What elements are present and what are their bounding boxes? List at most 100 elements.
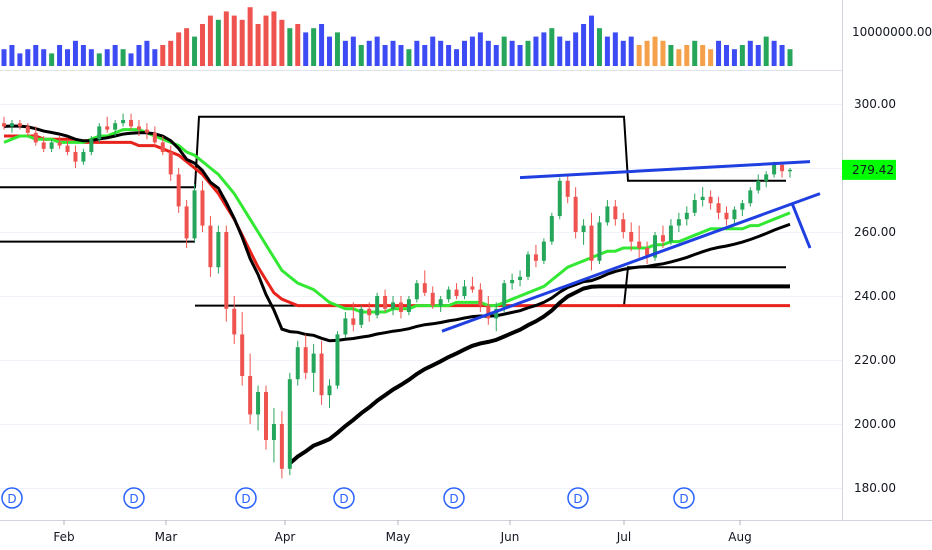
candle-body: [724, 212, 729, 220]
volume-bar: [207, 15, 213, 67]
candle-body: [613, 206, 618, 220]
volume-bar: [779, 45, 785, 66]
candle-body: [343, 318, 348, 335]
volume-bar: [199, 24, 205, 66]
candle-body: [279, 424, 284, 469]
candle-body: [533, 254, 538, 261]
candle-body: [438, 299, 443, 306]
volume-bar: [763, 36, 769, 66]
candle-body: [597, 222, 602, 261]
volume-pane: [1, 7, 793, 67]
candle-body: [740, 203, 745, 210]
ma-mid-line: [4, 134, 790, 308]
volume-bar: [358, 45, 364, 66]
candle-body: [430, 292, 435, 306]
volume-bar: [136, 45, 142, 66]
volume-bar: [604, 36, 610, 66]
price-tick-label: 200.00: [854, 417, 896, 431]
volume-bar: [692, 40, 698, 66]
candle-body: [105, 126, 110, 130]
volume-bar: [128, 53, 134, 66]
volume-axis[interactable]: 10000000.00: [852, 25, 932, 39]
candle-body: [73, 152, 78, 162]
candle-body: [406, 299, 411, 312]
dividend-marker: D: [1, 487, 23, 509]
trendline-upper: [519, 160, 811, 180]
candle-body: [732, 209, 737, 220]
ma-fast-line: [3, 128, 791, 314]
candle-body: [605, 206, 610, 223]
candle-body: [327, 385, 332, 396]
candle-body: [676, 219, 681, 226]
volume-bar: [747, 40, 753, 66]
candle-body: [113, 123, 118, 130]
volume-bar: [160, 45, 166, 66]
volume-bar: [469, 36, 475, 66]
candle-body: [41, 142, 46, 149]
candle-body: [89, 139, 94, 152]
volume-bar: [652, 36, 658, 66]
volume-tick-label: 10000000.00: [852, 25, 932, 39]
volume-bar: [612, 32, 618, 66]
candle-body: [383, 296, 388, 309]
trendline-projection: [790, 202, 812, 249]
dividend-marker-circle: [567, 487, 589, 509]
volume-bar: [287, 28, 293, 66]
volume-bar: [398, 45, 404, 66]
candle-body: [129, 120, 134, 127]
volume-bar: [382, 45, 388, 66]
volume-bar: [184, 28, 190, 66]
volume-bar: [461, 40, 467, 66]
candle-body: [168, 152, 173, 175]
volume-bar: [668, 45, 674, 66]
volume-bar: [549, 28, 555, 66]
volume-bar: [192, 36, 198, 66]
candle-body: [660, 235, 665, 242]
candle-body: [287, 379, 292, 469]
volume-bar: [33, 45, 39, 66]
price-tick-label: 220.00: [854, 353, 896, 367]
volume-bar: [628, 36, 634, 66]
candle-body: [502, 283, 507, 309]
volume-bar: [660, 40, 666, 66]
candle-body: [764, 174, 769, 181]
candle-body: [17, 123, 22, 127]
volume-bar: [334, 32, 340, 66]
candle-body: [621, 219, 626, 232]
volume-bar: [279, 19, 285, 66]
candle-body: [271, 424, 276, 440]
candle-body: [9, 123, 14, 127]
candle-body: [716, 203, 721, 213]
candle-body: [748, 190, 753, 204]
volume-bar: [723, 45, 729, 66]
candle-body: [200, 190, 205, 226]
candle-body: [351, 318, 356, 325]
dividend-marker-label: D: [241, 492, 250, 506]
dividend-marker-label: D: [449, 492, 458, 506]
candle-body: [208, 225, 213, 268]
volume-bar: [239, 19, 245, 66]
candle-body: [510, 280, 515, 284]
trendline-rising: [441, 192, 821, 333]
volume-bar: [319, 24, 325, 66]
volume-bar: [557, 36, 563, 66]
candle-body: [454, 289, 459, 296]
price-tick-label: 260.00: [854, 225, 896, 239]
volume-bar: [493, 45, 499, 66]
volume-bar: [49, 53, 55, 66]
candle-body: [486, 305, 491, 319]
candle-body: [49, 142, 54, 149]
candle-body: [121, 120, 126, 124]
candle-body: [573, 196, 578, 232]
volume-bar: [374, 36, 380, 66]
volume-bar: [295, 24, 301, 66]
candle-body: [494, 308, 499, 319]
volume-bar: [430, 36, 436, 66]
candle-body: [780, 164, 785, 172]
volume-bar: [57, 45, 63, 66]
candle-body: [565, 180, 570, 197]
volume-bar: [573, 32, 579, 66]
time-axis[interactable]: Feb Mar Apr May Jun Jul Aug: [53, 520, 752, 544]
candle-body: [25, 126, 30, 133]
